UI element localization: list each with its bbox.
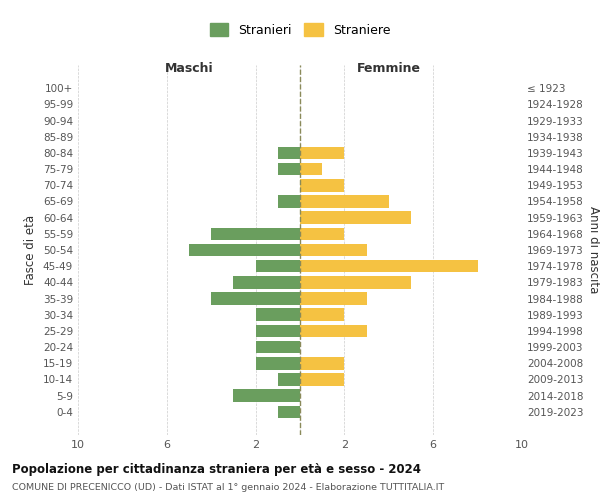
Bar: [300, 292, 367, 305]
Bar: [278, 146, 300, 159]
Y-axis label: Fasce di età: Fasce di età: [25, 215, 37, 285]
Bar: [300, 212, 411, 224]
Legend: Stranieri, Straniere: Stranieri, Straniere: [206, 20, 394, 40]
Bar: [278, 373, 300, 386]
Bar: [300, 146, 344, 159]
Bar: [300, 373, 344, 386]
Bar: [300, 228, 344, 240]
Bar: [300, 195, 389, 208]
Bar: [300, 163, 322, 175]
Bar: [233, 276, 300, 288]
Bar: [189, 244, 300, 256]
Bar: [278, 195, 300, 208]
Bar: [278, 406, 300, 418]
Bar: [211, 228, 300, 240]
Bar: [300, 260, 478, 272]
Bar: [300, 244, 367, 256]
Bar: [256, 357, 300, 370]
Bar: [256, 341, 300, 353]
Text: COMUNE DI PRECENICCO (UD) - Dati ISTAT al 1° gennaio 2024 - Elaborazione TUTTITA: COMUNE DI PRECENICCO (UD) - Dati ISTAT a…: [12, 484, 444, 492]
Bar: [233, 390, 300, 402]
Bar: [300, 324, 367, 337]
Bar: [278, 163, 300, 175]
Bar: [300, 276, 411, 288]
Text: Femmine: Femmine: [357, 62, 421, 75]
Bar: [256, 260, 300, 272]
Bar: [300, 357, 344, 370]
Bar: [256, 308, 300, 321]
Text: Maschi: Maschi: [164, 62, 214, 75]
Y-axis label: Anni di nascita: Anni di nascita: [587, 206, 600, 294]
Bar: [256, 324, 300, 337]
Bar: [300, 308, 344, 321]
Text: Popolazione per cittadinanza straniera per età e sesso - 2024: Popolazione per cittadinanza straniera p…: [12, 462, 421, 475]
Bar: [211, 292, 300, 305]
Bar: [300, 179, 344, 192]
